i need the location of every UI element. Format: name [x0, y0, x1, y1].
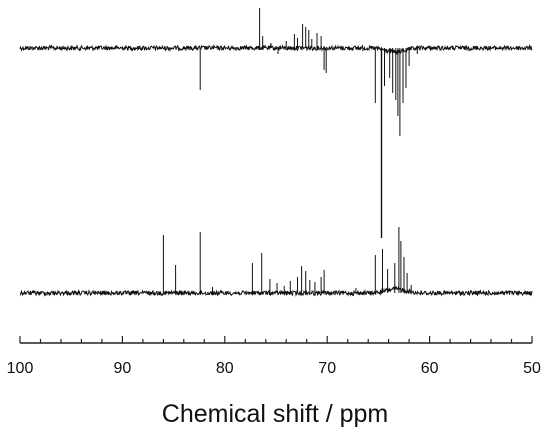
x-tick-label: 70 — [318, 360, 336, 377]
spectrum-trace-2 — [19, 285, 533, 297]
x-tick-label: 60 — [421, 360, 439, 377]
x-axis-tick-labels: 100 90 80 70 60 50 — [7, 360, 541, 377]
spectrum-trace-1 — [19, 43, 533, 56]
x-axis — [19, 336, 533, 344]
x-tick-label: 50 — [523, 360, 541, 377]
x-tick-label: 100 — [7, 360, 34, 377]
x-tick-label: 80 — [216, 360, 234, 377]
x-tick-label: 90 — [114, 360, 132, 377]
x-axis-title: Chemical shift / ppm — [162, 400, 388, 428]
spectrum-traces — [19, 8, 533, 297]
